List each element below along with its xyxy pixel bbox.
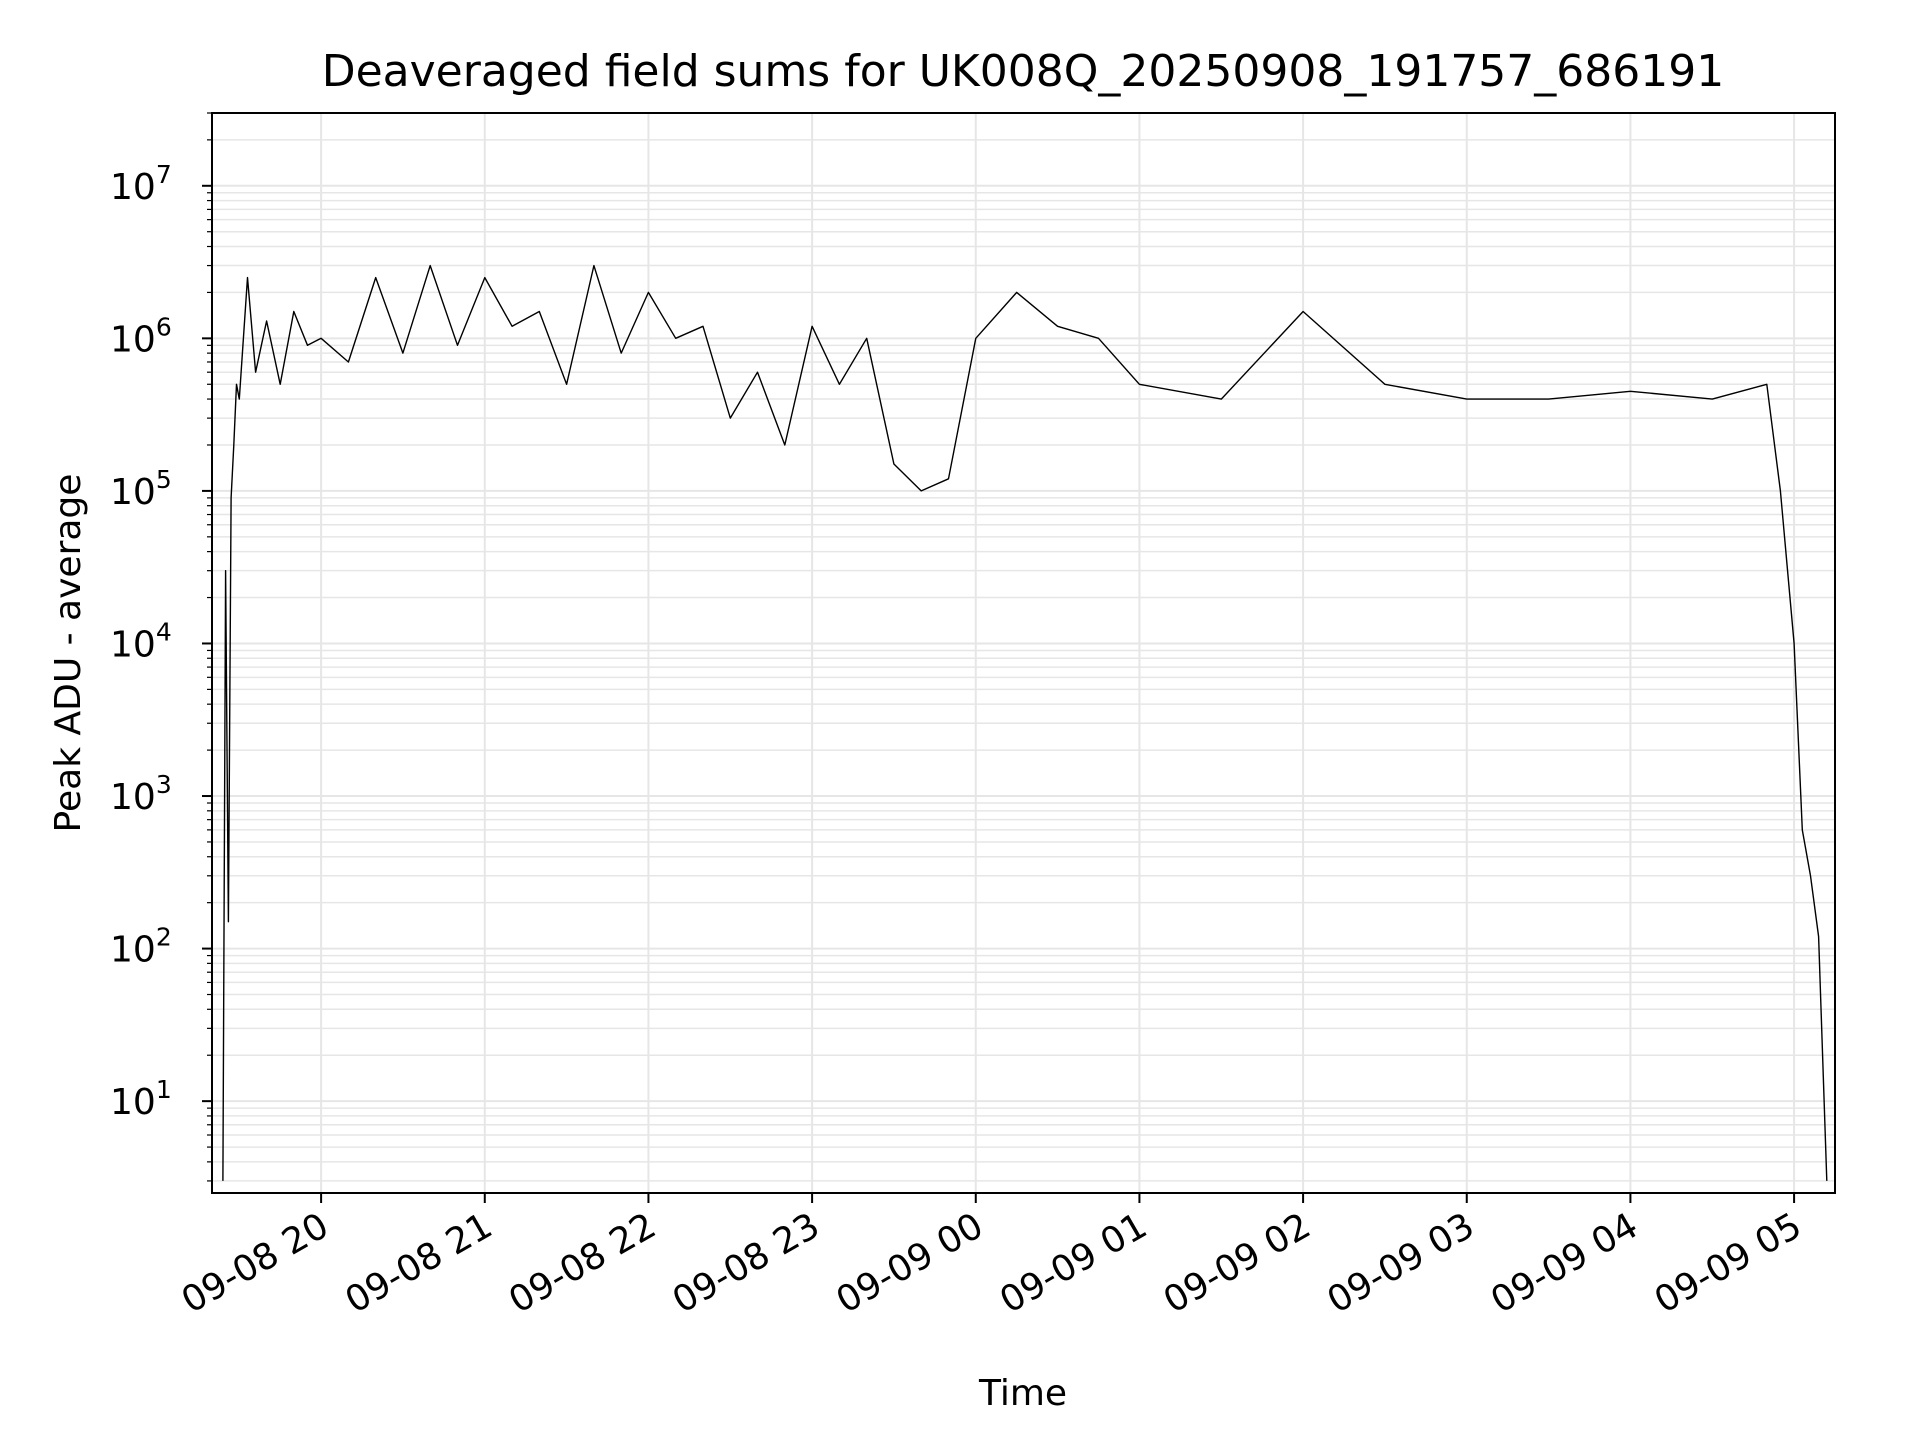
- y-tick-label: 103: [110, 770, 172, 818]
- x-tick-label: 09-08 20: [175, 1205, 336, 1321]
- series-line: [222, 264, 1828, 1181]
- x-tick-label: 09-09 01: [993, 1205, 1154, 1321]
- plot-frame: [211, 112, 1836, 1194]
- x-tick-label: 09-09 05: [1648, 1205, 1809, 1321]
- y-tick-label: 106: [110, 312, 172, 360]
- x-axis-label: Time: [978, 1373, 1067, 1414]
- x-tick-label: 09-08 21: [339, 1205, 500, 1321]
- y-axis-label: Peak ADU - average: [48, 474, 89, 833]
- y-tick-label: 104: [110, 617, 172, 665]
- x-tick-label: 09-08 23: [666, 1205, 827, 1321]
- y-tick-label: 102: [110, 923, 172, 971]
- grid: [212, 112, 1835, 1193]
- x-ticks: 09-08 20 09-08 21 09-08 22 09-08 23 09-09 00…: [175, 1193, 1809, 1322]
- y-ticks: 101 102 103 104 105 106 107: [110, 112, 212, 1182]
- x-tick-label: 09-09 00: [830, 1205, 991, 1321]
- x-tick-label: 09-09 04: [1484, 1205, 1645, 1321]
- x-tick-label: 09-09 03: [1321, 1205, 1482, 1321]
- y-tick-label: 101: [110, 1075, 172, 1123]
- chart-title: Deaveraged field sums for UK008Q_2025090…: [322, 46, 1725, 97]
- x-tick-label: 09-08 22: [502, 1205, 663, 1321]
- x-tick-label: 09-09 02: [1157, 1205, 1318, 1321]
- y-tick-label: 107: [110, 160, 172, 208]
- y-tick-label: 105: [110, 465, 172, 513]
